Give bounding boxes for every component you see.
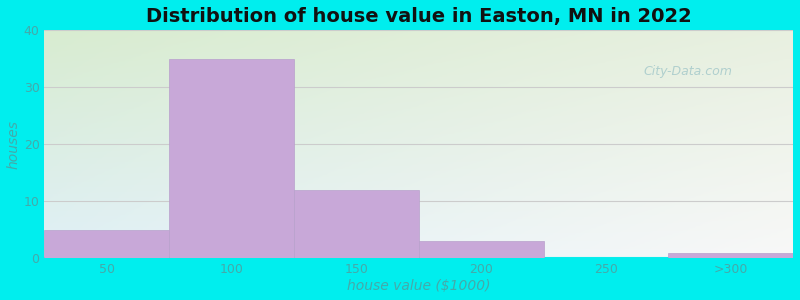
X-axis label: house value ($1000): house value ($1000) [347,279,490,293]
Bar [45,230,170,258]
Text: City-Data.com: City-Data.com [643,65,732,78]
Bar [294,190,418,258]
Bar [170,59,294,258]
Bar [668,253,793,258]
Bar [418,241,543,258]
Y-axis label: houses: houses [7,120,21,169]
Title: Distribution of house value in Easton, MN in 2022: Distribution of house value in Easton, M… [146,7,692,26]
